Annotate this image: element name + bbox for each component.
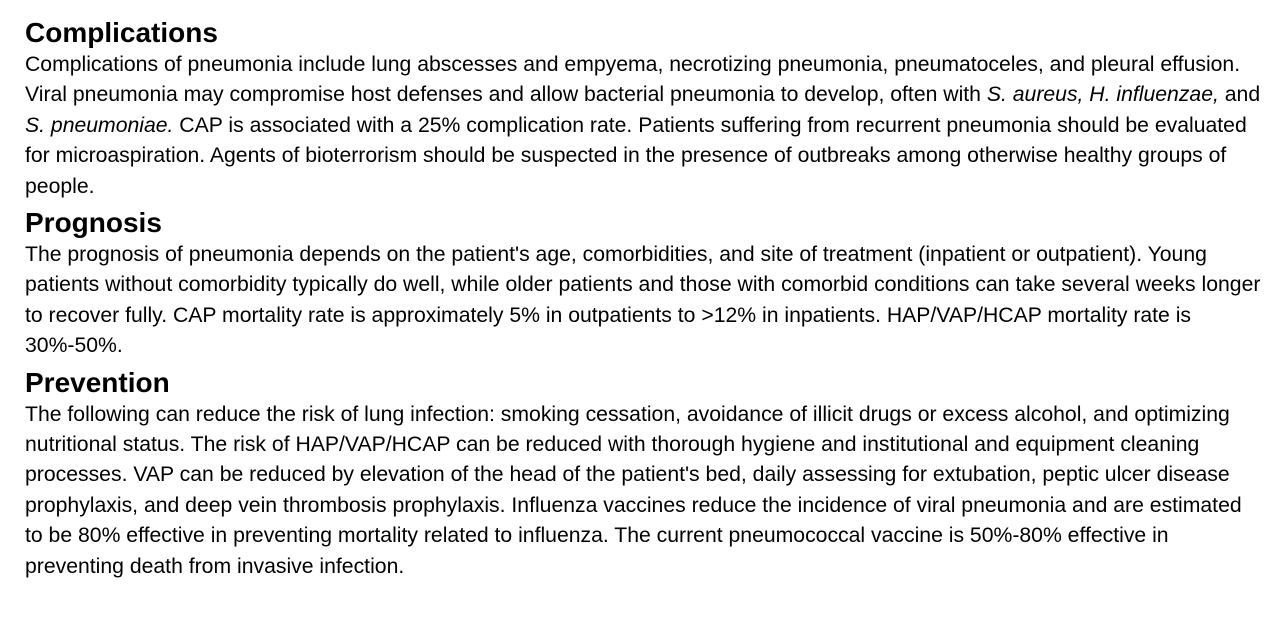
paragraph-text: CAP is associated with a 25% complicatio… [25,113,1247,198]
paragraph-italic-text: S. aureus, H. influenzae, [986,83,1219,107]
section-heading: Prognosis [25,207,162,239]
section-paragraph: The prognosis of pneumonia depends on th… [25,240,1261,362]
paragraph-text: The prognosis of pneumonia depends on th… [25,243,1261,358]
section-heading: Prevention [25,366,170,398]
section-prevention: Prevention The following can reduce the … [25,366,1272,582]
paragraph-text: and [1218,83,1261,107]
paragraph-text: Complications of pneumonia include lung … [25,53,1241,107]
paragraph-text: The following can reduce the risk of lun… [25,402,1242,578]
section-paragraph: Complications of pneumonia include lung … [25,50,1261,202]
section-complications: Complications Complications of pneumonia… [25,16,1272,202]
section-heading: Complications [25,17,218,48]
paragraph-italic-text: S. pneumoniae. [25,113,174,137]
section-prognosis: Prognosis The prognosis of pneumonia dep… [25,206,1272,362]
section-paragraph: The following can reduce the risk of lun… [25,400,1261,582]
